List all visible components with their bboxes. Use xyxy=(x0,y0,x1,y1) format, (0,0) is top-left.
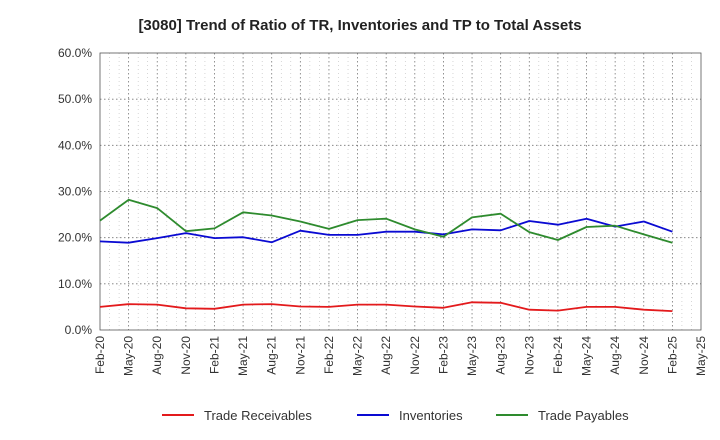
x-tick-label: Aug-23 xyxy=(494,336,508,375)
plot-frame xyxy=(99,52,702,331)
x-tick-label: Nov-22 xyxy=(408,336,422,375)
legend-label-trade-payables: Trade Payables xyxy=(538,408,629,423)
x-tick-label: Feb-21 xyxy=(207,336,221,374)
series-line-trade-payables xyxy=(99,198,673,244)
x-tick-label: Nov-21 xyxy=(293,336,307,375)
chart-title: [3080] Trend of Ratio of TR, Inventories… xyxy=(138,17,581,34)
x-tick-label: Feb-20 xyxy=(93,336,107,374)
y-axis: 0.0% 10.0% 20.0% 30.0% 40.0% 50.0% 60.0% xyxy=(58,46,92,337)
x-tick-label: Feb-24 xyxy=(551,336,565,374)
x-tick-label: Nov-23 xyxy=(522,336,536,375)
legend-label-inventories: Inventories xyxy=(399,408,463,423)
y-tick-label: 20.0% xyxy=(58,231,92,245)
x-tick-label: Feb-25 xyxy=(665,336,679,374)
series-line-inventories xyxy=(99,217,673,244)
x-tick-label: Feb-23 xyxy=(436,336,450,374)
y-tick-label: 10.0% xyxy=(58,277,92,291)
y-tick-label: 60.0% xyxy=(58,46,92,60)
x-tick-label: May-25 xyxy=(694,336,708,376)
legend: Trade Receivables Inventories Trade Payabl… xyxy=(162,408,629,423)
x-tick-label: Aug-24 xyxy=(608,336,622,375)
y-tick-label: 30.0% xyxy=(58,185,92,199)
x-tick-label: Aug-20 xyxy=(150,336,164,375)
x-tick-label: May-23 xyxy=(465,336,479,376)
x-tick-label: Nov-20 xyxy=(179,336,193,375)
series-line-trade-receivables xyxy=(99,301,673,312)
x-tick-label: May-21 xyxy=(236,336,250,376)
x-tick-label: May-22 xyxy=(351,336,365,376)
series-group xyxy=(99,198,673,312)
x-tick-label: Aug-21 xyxy=(265,336,279,375)
x-tick-label: May-20 xyxy=(122,336,136,376)
legend-label-trade-receivables: Trade Receivables xyxy=(204,408,312,423)
x-axis: Feb-20 May-20 Aug-20 Nov-20 Feb-21 May-21 Aug-… xyxy=(93,336,708,376)
x-tick-label: Nov-24 xyxy=(637,336,651,375)
x-tick-label: Feb-22 xyxy=(322,336,336,374)
grid xyxy=(100,53,701,330)
x-tick-label: Aug-22 xyxy=(379,336,393,375)
y-tick-label: 50.0% xyxy=(58,92,92,106)
x-tick-label: May-24 xyxy=(580,336,594,376)
y-tick-label: 0.0% xyxy=(65,323,93,337)
y-tick-label: 40.0% xyxy=(58,138,92,152)
